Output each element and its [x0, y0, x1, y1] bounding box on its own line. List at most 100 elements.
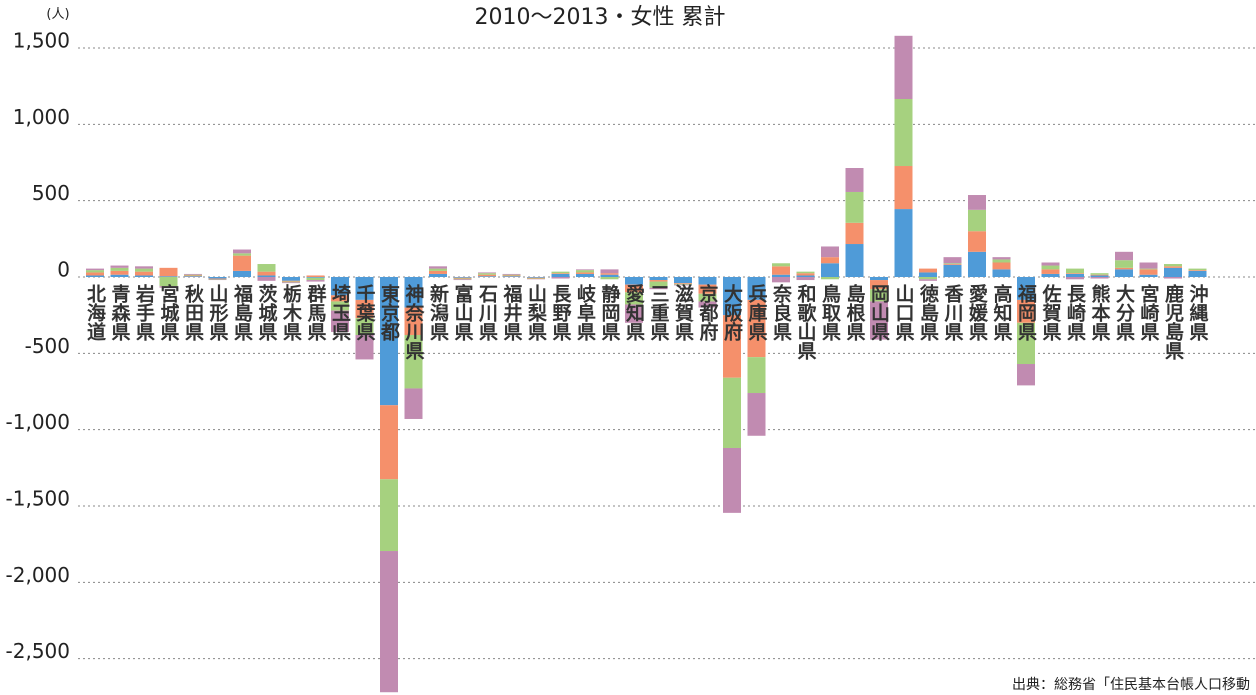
- bar-segment: [1164, 277, 1182, 279]
- y-tick-label: -2,500: [6, 639, 70, 663]
- bar-segment: [870, 301, 888, 340]
- bar-segment: [282, 277, 300, 281]
- x-tick-label: 石川県: [476, 284, 499, 342]
- x-tick-label: 長野県: [550, 284, 572, 342]
- bar-segment: [845, 168, 864, 192]
- bar-segment: [968, 195, 986, 210]
- bar-segment: [625, 304, 643, 323]
- bar-segment: [772, 266, 790, 275]
- bar-segment: [306, 277, 325, 278]
- x-tick-label: 愛知県: [623, 284, 645, 342]
- bar-segment: [796, 271, 815, 274]
- bar-segment: [1041, 269, 1060, 274]
- bar-segment: [429, 266, 447, 269]
- y-tick-label: -1,500: [6, 486, 70, 510]
- bar-segment: [1188, 270, 1207, 277]
- bar-segment: [747, 393, 766, 436]
- bar-segment: [429, 270, 447, 274]
- x-tick-label: 熊本県: [1089, 283, 1111, 342]
- bar-segment: [1017, 322, 1035, 365]
- bar-segment: [1090, 274, 1109, 276]
- x-tick-label: 山口県: [893, 284, 915, 342]
- bar-segment: [355, 318, 374, 336]
- bar-segment: [551, 271, 570, 274]
- bar-segment: [429, 268, 447, 271]
- bar-segment: [698, 301, 717, 308]
- bar-segment: [968, 251, 986, 277]
- x-tick-label: 大阪府: [721, 283, 743, 342]
- bar-segment: [135, 266, 153, 269]
- bar-segment: [968, 231, 986, 252]
- x-tick-label: 北海道: [84, 284, 106, 342]
- x-tick-label: 福岡県: [1015, 283, 1038, 342]
- bar-segment: [845, 222, 864, 245]
- bar-segment: [992, 262, 1011, 270]
- bar-segment: [355, 335, 374, 360]
- bar-segment: [894, 209, 913, 277]
- bar-segment: [1164, 264, 1182, 267]
- bar-segment: [674, 277, 692, 284]
- bar-segment: [674, 284, 692, 286]
- bar-segment: [919, 279, 937, 281]
- x-tick-label: 和歌山県: [795, 283, 817, 361]
- bar-segment: [1017, 299, 1035, 323]
- bar-segment: [992, 259, 1011, 263]
- x-tick-label: 新潟県: [427, 283, 449, 342]
- bar-segment: [723, 447, 741, 513]
- x-tick-label: 神奈川県: [403, 283, 426, 361]
- x-tick-label: 鹿児島県: [1162, 283, 1185, 361]
- bar-segment: [600, 277, 619, 280]
- bar-segment: [1041, 262, 1060, 266]
- bar-segment: [159, 276, 178, 277]
- bar-segment: [135, 271, 153, 276]
- bar-segment: [110, 270, 129, 275]
- x-tick-label: 埼玉県: [329, 283, 351, 342]
- bar-segment: [698, 277, 717, 285]
- bar-segment: [331, 310, 349, 332]
- x-tick-label: 岩手県: [133, 283, 156, 342]
- bar-segment: [943, 264, 962, 277]
- bar-segment: [551, 277, 570, 279]
- bar-segment: [821, 246, 839, 258]
- x-tick-label: 兵庫県: [746, 284, 768, 342]
- bar-segment: [1041, 265, 1060, 270]
- bar-segment: [674, 283, 692, 285]
- bar-segment: [306, 280, 325, 282]
- x-tick-label: 大分県: [1113, 283, 1135, 342]
- bar-segment: [478, 274, 496, 277]
- bar-segment: [698, 293, 717, 302]
- bar-segment: [355, 277, 374, 300]
- bar-segment: [159, 277, 178, 287]
- y-tick-label: -2,000: [6, 563, 70, 587]
- bar-segment: [772, 274, 790, 277]
- bar-segment: [331, 295, 349, 302]
- bar-segment: [404, 307, 423, 336]
- bar-segment: [1017, 277, 1035, 300]
- bar-segment: [894, 98, 913, 167]
- x-tick-label: 奈良県: [770, 283, 793, 342]
- bar-segment: [502, 273, 521, 275]
- bar-segment: [478, 272, 496, 274]
- bar-segment: [355, 299, 374, 319]
- x-tick-label: 千葉県: [354, 284, 377, 342]
- bar-segment: [796, 273, 815, 276]
- x-tick-label: 徳島県: [917, 283, 940, 342]
- bar-segment: [86, 268, 104, 271]
- bar-segment: [1066, 277, 1084, 280]
- bar-segment: [1090, 275, 1109, 277]
- y-tick-label: 0: [57, 258, 70, 282]
- bar-segment: [502, 274, 521, 276]
- bar-segment: [1188, 268, 1207, 271]
- x-tick-label: 鳥取県: [819, 283, 841, 342]
- bar-segment: [1115, 260, 1133, 268]
- bar-segment: [723, 315, 741, 378]
- bar-segment: [1066, 273, 1084, 277]
- x-tick-label: 静岡県: [599, 283, 621, 342]
- x-tick-label: 秋田県: [182, 283, 204, 342]
- bar-segment: [796, 275, 815, 277]
- x-tick-label: 宮城県: [158, 283, 180, 342]
- bar-segment: [1139, 274, 1158, 277]
- x-tick-label: 沖縄県: [1187, 283, 1209, 342]
- bar-segment: [625, 292, 643, 305]
